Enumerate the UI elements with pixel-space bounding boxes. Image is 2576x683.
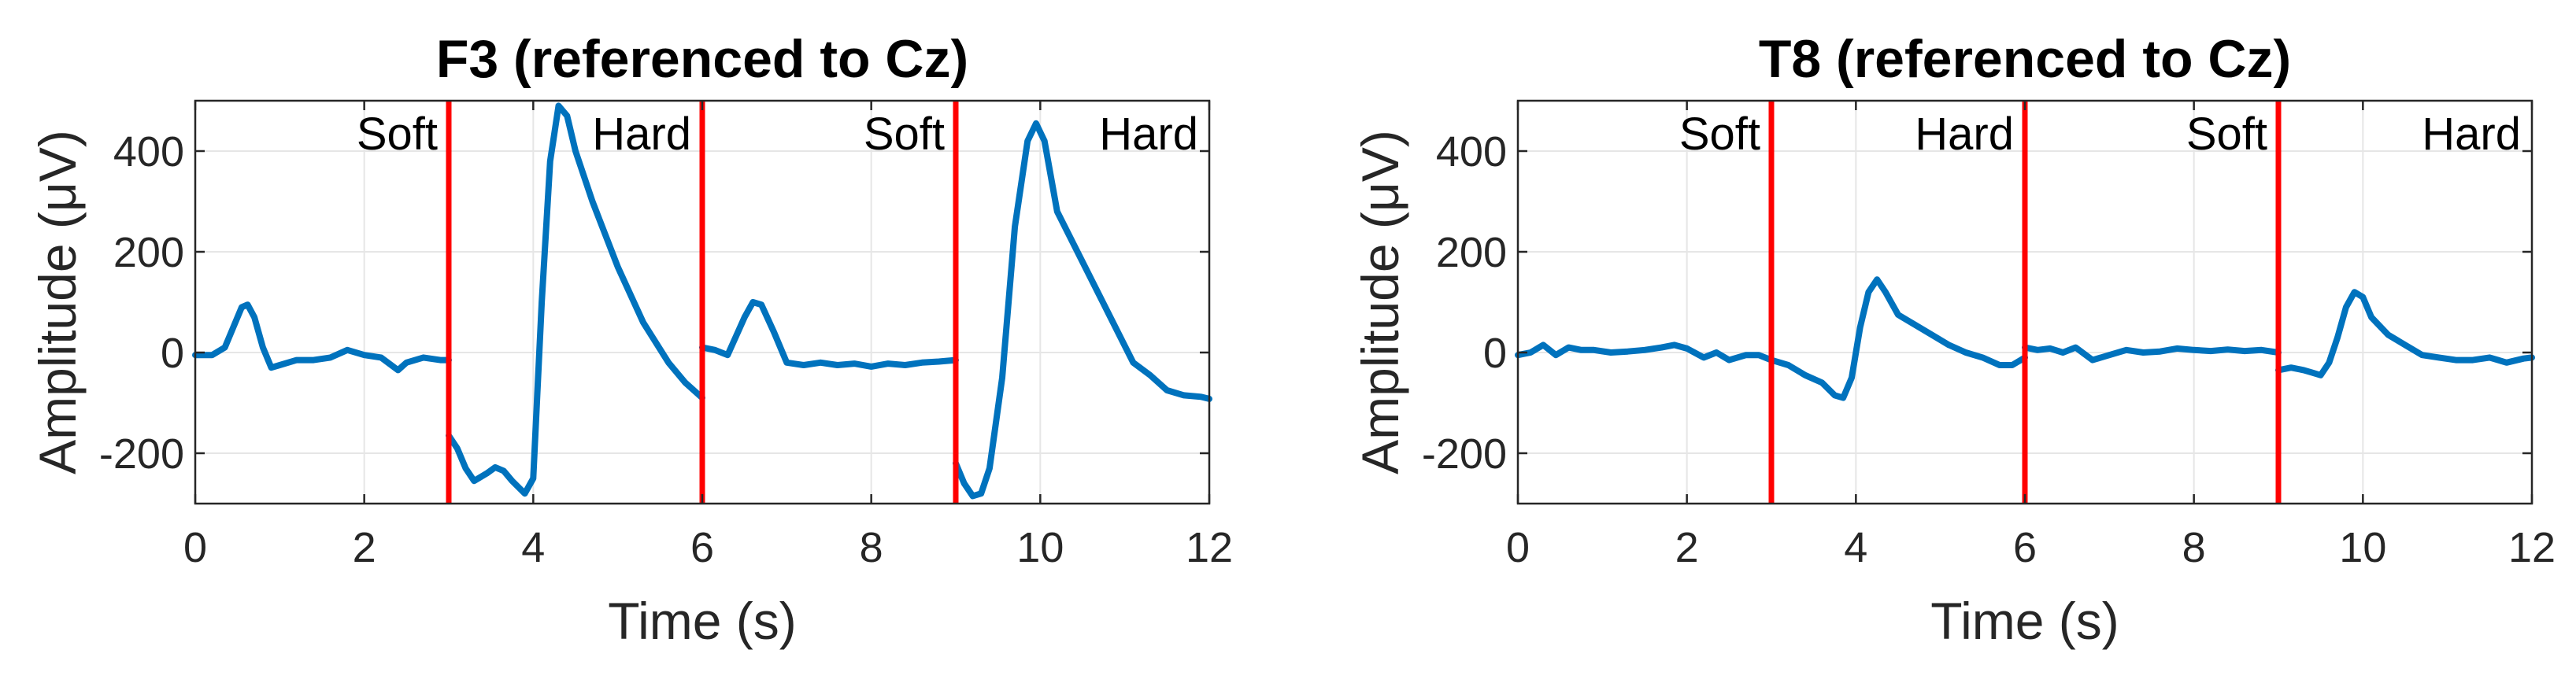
x-tick-label: 6 xyxy=(690,524,714,571)
x-axis-label: Time (s) xyxy=(608,592,797,650)
y-axis-label: Amplitude (μV) xyxy=(28,130,87,474)
x-axis-label: Time (s) xyxy=(1930,592,2119,650)
x-tick-label: 12 xyxy=(1186,524,1233,571)
y-tick-label: 0 xyxy=(161,330,184,377)
region-label: Soft xyxy=(864,109,945,160)
series-line-segment xyxy=(953,120,1212,500)
region-label: Soft xyxy=(2186,109,2267,160)
series-line-segment xyxy=(2022,344,2282,364)
y-tick-label: 200 xyxy=(1436,229,1507,276)
x-tick-label: 8 xyxy=(2182,524,2206,571)
x-tick-label: 2 xyxy=(1675,524,1699,571)
region-label: Soft xyxy=(1679,109,1760,160)
y-tick-label: -200 xyxy=(1422,430,1507,478)
chart-title: F3 (referenced to Cz) xyxy=(436,29,968,89)
x-tick-label: 0 xyxy=(183,524,207,571)
y-tick-label: 400 xyxy=(113,128,184,175)
y-tick-label: 200 xyxy=(113,229,184,276)
y-tick-label: 400 xyxy=(1436,128,1507,175)
x-tick-label: 4 xyxy=(1844,524,1867,571)
x-tick-label: 6 xyxy=(2013,524,2037,571)
x-tick-label: 0 xyxy=(1506,524,1530,571)
region-label: Hard xyxy=(592,109,691,160)
chart-f3: Soft Hard Soft Hard 0 2 4 6 8 10 12 -200 0 200 400 F3 (… xyxy=(28,29,1233,650)
series-line-segment xyxy=(1515,342,1775,364)
series-line-segment xyxy=(192,301,452,374)
region-label: Soft xyxy=(357,109,438,160)
region-label: Hard xyxy=(1915,109,2014,160)
x-tick-label: 8 xyxy=(860,524,883,571)
y-axis-label: Amplitude (μV) xyxy=(1351,130,1409,474)
series-line-segment xyxy=(446,102,705,497)
y-tick-label: -200 xyxy=(99,430,184,478)
y-tick-label: 0 xyxy=(1483,330,1507,377)
x-tick-label: 4 xyxy=(521,524,545,571)
x-tick-label: 10 xyxy=(2339,524,2386,571)
x-tick-label: 2 xyxy=(353,524,376,571)
region-label: Hard xyxy=(2422,109,2521,160)
series-line-segment xyxy=(699,299,959,370)
chart-title: T8 (referenced to Cz) xyxy=(1759,29,2291,89)
x-tick-label: 12 xyxy=(2508,524,2556,571)
series-line-segment xyxy=(1768,276,2028,401)
x-tick-label: 10 xyxy=(1016,524,1064,571)
series-line-segment xyxy=(2275,289,2535,378)
chart-t8: Soft Hard Soft Hard 0 2 4 6 8 10 12 -200 0 200 400 T8 (… xyxy=(1351,29,2556,650)
region-label: Hard xyxy=(1099,109,1198,160)
